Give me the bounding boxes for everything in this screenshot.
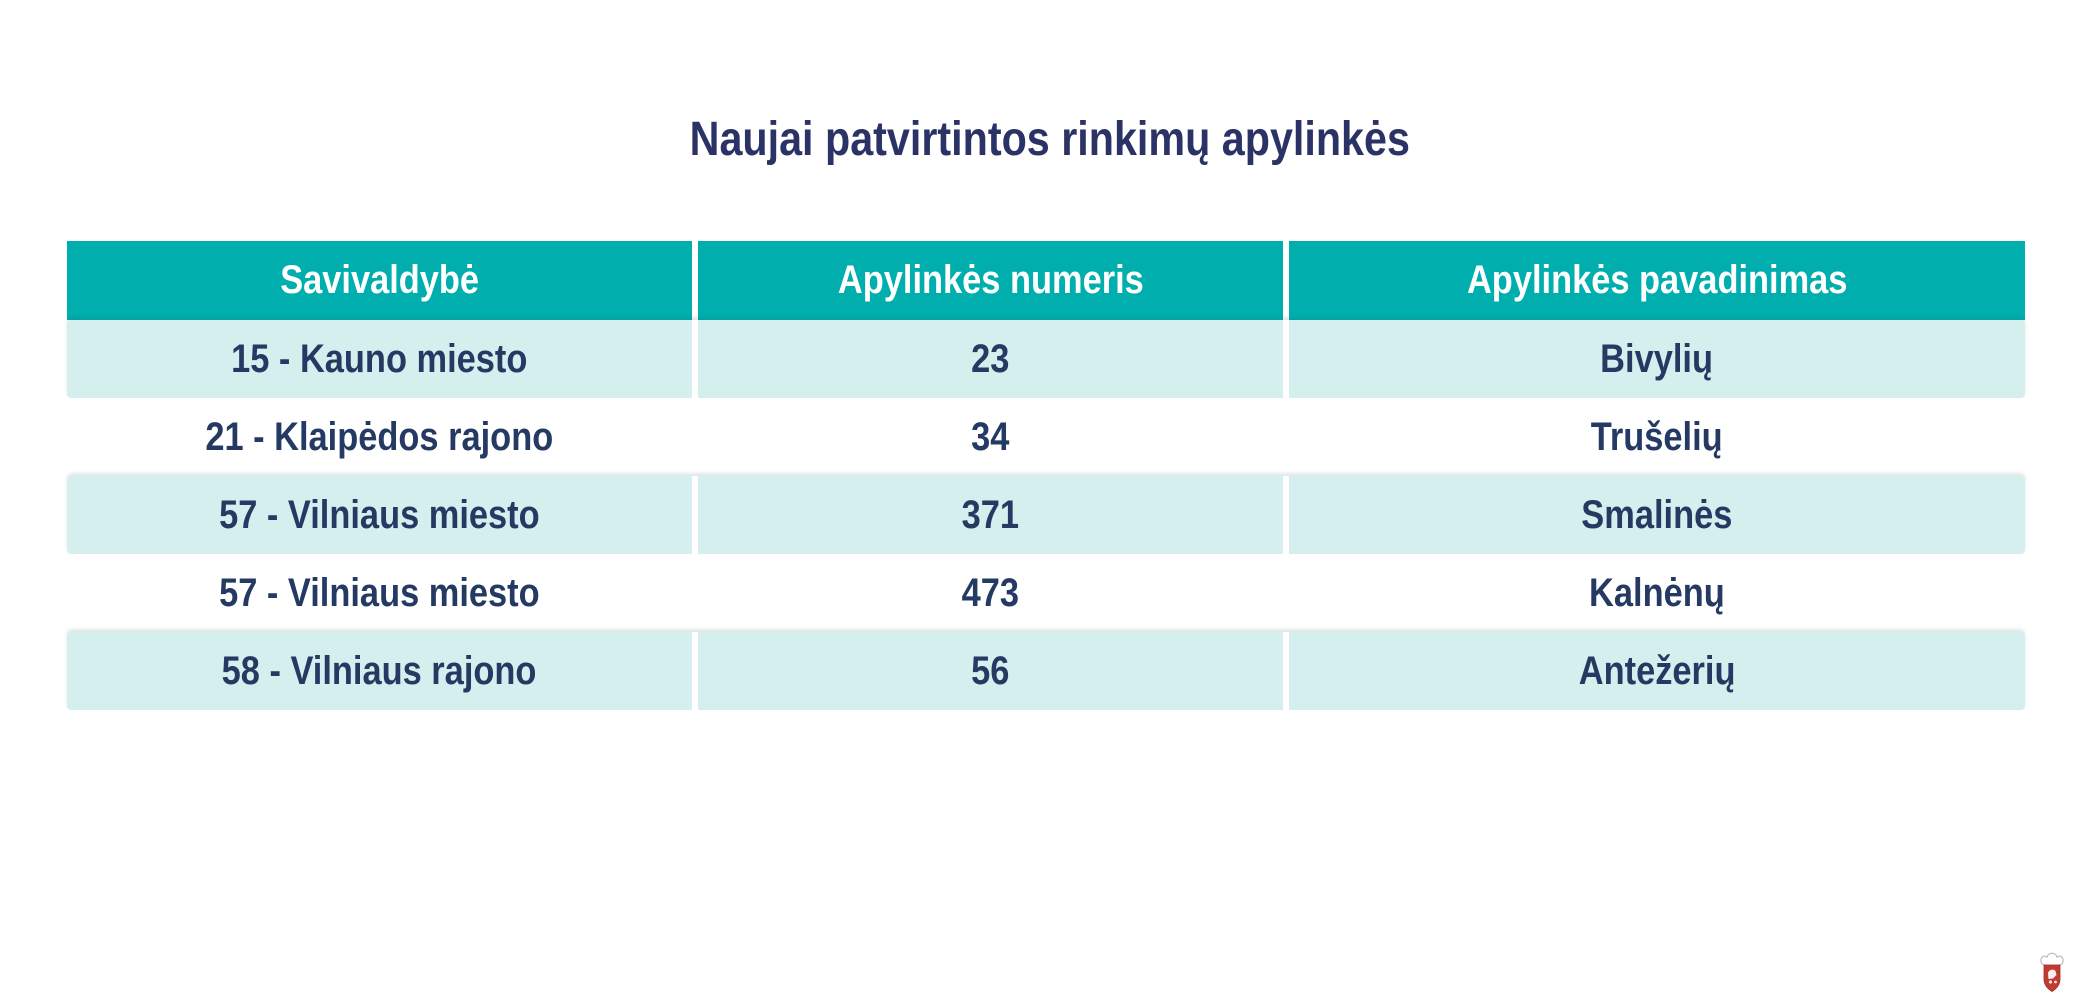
lithuania-coat-of-arms-icon (2038, 951, 2066, 993)
column-header-apylinkes-pavadinimas-label: Apylinkės pavadinimas (1466, 258, 1848, 302)
cell-savivaldybe: 57 - Vilniaus miesto (67, 476, 692, 554)
cell-apylinkes-numeris: 56 (692, 632, 1283, 710)
cell-apylinkes-pavadinimas-value: Kalnėnų (1589, 570, 1725, 615)
cell-savivaldybe-value: 57 - Vilniaus miesto (219, 492, 540, 537)
column-header-apylinkes-numeris-label: Apylinkės numeris (837, 258, 1144, 302)
cell-savivaldybe-value: 58 - Vilniaus rajono (222, 648, 537, 693)
column-header-savivaldybe: Savivaldybė (67, 241, 692, 320)
cell-apylinkes-numeris-value: 371 (961, 492, 1020, 537)
cell-savivaldybe-value: 21 - Klaipėdos rajono (205, 414, 554, 459)
table-row: 57 - Vilniaus miesto 371 Smalinės (67, 476, 2025, 554)
cell-savivaldybe: 58 - Vilniaus rajono (67, 632, 692, 710)
cell-apylinkes-numeris-value: 473 (961, 570, 1020, 615)
cell-apylinkes-pavadinimas: Antežerių (1283, 632, 2025, 710)
table-row: 15 - Kauno miesto 23 Bivylių (67, 320, 2025, 398)
cell-apylinkes-numeris-value: 56 (971, 648, 1010, 693)
cell-apylinkes-pavadinimas: Trušelių (1283, 398, 2025, 476)
column-header-apylinkes-pavadinimas: Apylinkės pavadinimas (1283, 241, 2025, 320)
cell-apylinkes-numeris: 34 (692, 398, 1283, 476)
cell-apylinkes-pavadinimas: Kalnėnų (1283, 554, 2025, 632)
cell-apylinkes-numeris: 473 (692, 554, 1283, 632)
cell-savivaldybe: 21 - Klaipėdos rajono (67, 398, 692, 476)
precincts-table: Savivaldybė Apylinkės numeris Apylinkės … (67, 241, 2025, 710)
cell-apylinkes-pavadinimas-value: Trušelių (1591, 414, 1723, 459)
cell-apylinkes-numeris: 23 (692, 320, 1283, 398)
cell-savivaldybe-value: 57 - Vilniaus miesto (219, 570, 540, 615)
table-body: 15 - Kauno miesto 23 Bivylių 21 - Klaipė… (67, 320, 2025, 710)
cell-apylinkes-pavadinimas-value: Antežerių (1578, 648, 1736, 693)
cell-savivaldybe: 15 - Kauno miesto (67, 320, 692, 398)
page-title: Naujai patvirtintos rinkimų apylinkės (0, 112, 2100, 168)
cell-apylinkes-pavadinimas: Smalinės (1283, 476, 2025, 554)
table-row: 21 - Klaipėdos rajono 34 Trušelių (67, 398, 2025, 476)
table-row: 57 - Vilniaus miesto 473 Kalnėnų (67, 554, 2025, 632)
cell-apylinkes-numeris-value: 23 (971, 336, 1010, 381)
column-header-savivaldybe-label: Savivaldybė (280, 258, 479, 302)
cell-apylinkes-numeris: 371 (692, 476, 1283, 554)
table-header-row: Savivaldybė Apylinkės numeris Apylinkės … (67, 241, 2025, 320)
table-row: 58 - Vilniaus rajono 56 Antežerių (67, 632, 2025, 710)
cell-savivaldybe: 57 - Vilniaus miesto (67, 554, 692, 632)
cell-apylinkes-numeris-value: 34 (971, 414, 1010, 459)
cell-apylinkes-pavadinimas-value: Bivylių (1600, 336, 1714, 381)
cell-apylinkes-pavadinimas: Bivylių (1283, 320, 2025, 398)
cell-apylinkes-pavadinimas-value: Smalinės (1581, 492, 1733, 537)
cell-savivaldybe-value: 15 - Kauno miesto (231, 336, 528, 381)
column-header-apylinkes-numeris: Apylinkės numeris (692, 241, 1283, 320)
page-title-text: Naujai patvirtintos rinkimų apylinkės (689, 113, 1411, 166)
